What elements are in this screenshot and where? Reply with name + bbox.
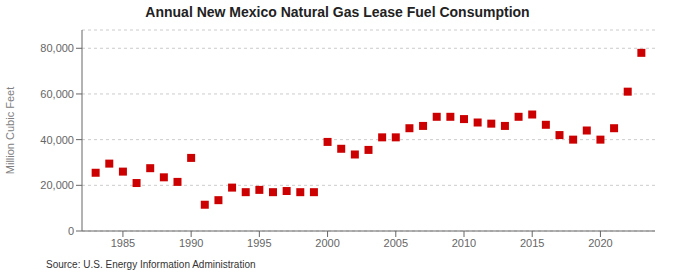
- svg-text:2015: 2015: [520, 237, 544, 249]
- svg-text:1995: 1995: [247, 237, 271, 249]
- svg-text:60,000: 60,000: [40, 88, 74, 100]
- svg-text:20,000: 20,000: [40, 179, 74, 191]
- svg-text:1985: 1985: [111, 237, 135, 249]
- html-text:Source: U.S. Energy Informatio: Source: U.S. Energy Information Administ…: [46, 259, 256, 270]
- svg-text:2005: 2005: [384, 237, 408, 249]
- svg-text:0: 0: [68, 225, 74, 237]
- svg-text:2000: 2000: [315, 237, 339, 249]
- svg-text:80,000: 80,000: [40, 42, 74, 54]
- svg-text:1990: 1990: [179, 237, 203, 249]
- svg-text:Million Cubic Feet: Million Cubic Feet: [8, 87, 16, 174]
- svg-text:2010: 2010: [452, 237, 476, 249]
- html-text:Annual New Mexico Natural Gas: Annual New Mexico Natural Gas Lease Fuel…: [145, 4, 530, 20]
- svg-text:2020: 2020: [588, 237, 612, 249]
- svg-text:40,000: 40,000: [40, 134, 74, 146]
